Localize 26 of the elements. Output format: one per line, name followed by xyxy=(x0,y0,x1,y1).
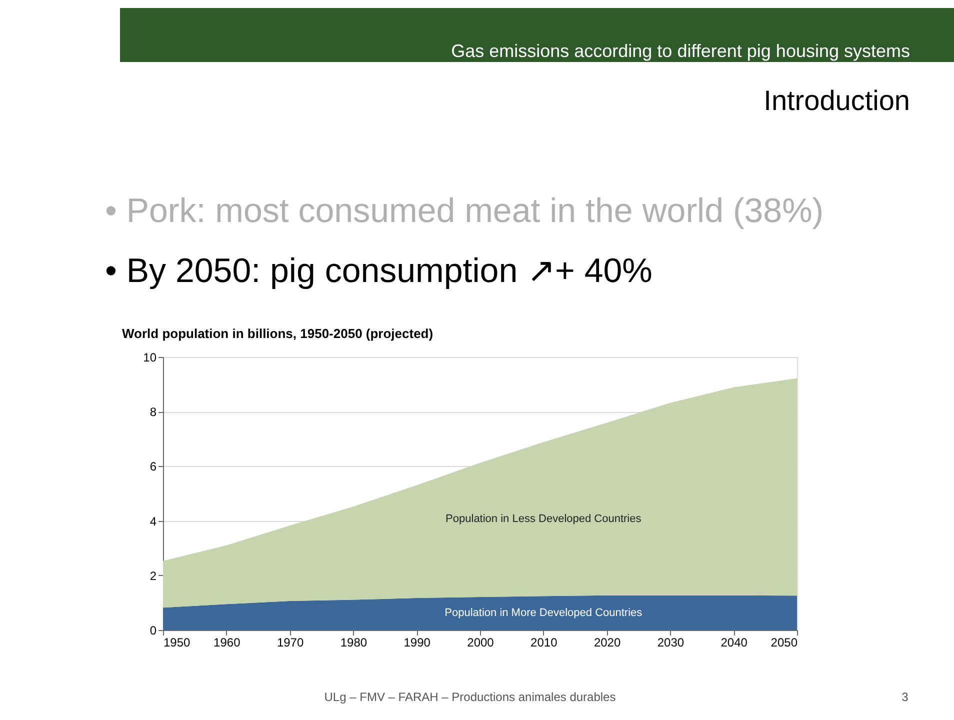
series-label: Population in Less Developed Countries xyxy=(446,513,642,526)
x-tick-label: 2050 xyxy=(770,636,798,650)
x-tick-label: 1980 xyxy=(340,636,368,650)
x-tick-label: 2020 xyxy=(594,636,621,650)
x-tick-label: 1990 xyxy=(404,636,431,650)
y-tick-label: 2 xyxy=(150,568,157,583)
text: 3 xyxy=(902,690,909,704)
text: ULg – FMV – FARAH – Productions animales durables xyxy=(324,690,616,704)
y-tick-label: 10 xyxy=(143,350,157,364)
text: • By 2050: pig consumption ↗+ 40% xyxy=(105,252,652,290)
y-tick-label: 6 xyxy=(150,460,157,474)
x-tick-label: 2040 xyxy=(720,636,748,650)
text: Gas emissions according to different pig housing systems xyxy=(451,41,910,61)
x-tick-label: 1950 xyxy=(164,636,191,650)
x-tick-label: 2000 xyxy=(467,636,494,650)
text: • Pork: most consumed meat in the world (38%) xyxy=(105,192,824,230)
series-label: Population in More Developed Countries xyxy=(444,607,643,620)
text: Introduction xyxy=(764,85,910,116)
y-tick-label: 0 xyxy=(150,624,157,638)
chart-title: World population in billions, 1950-2050 (projected) xyxy=(122,326,434,341)
y-tick-label: 4 xyxy=(150,514,157,528)
x-tick-label: 1970 xyxy=(276,636,304,650)
x-tick-label: 2030 xyxy=(657,636,684,650)
y-tick-label: 8 xyxy=(150,405,157,420)
x-tick-label: 1960 xyxy=(214,636,241,650)
x-tick-label: 2010 xyxy=(530,636,558,650)
